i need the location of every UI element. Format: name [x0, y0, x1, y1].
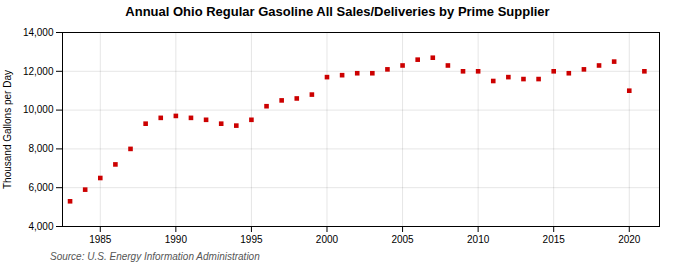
svg-text:1990: 1990 — [165, 234, 188, 245]
svg-text:10,000: 10,000 — [23, 104, 54, 115]
svg-text:2015: 2015 — [543, 234, 566, 245]
svg-text:4,000: 4,000 — [28, 221, 53, 232]
svg-text:14,000: 14,000 — [23, 27, 54, 38]
svg-text:1985: 1985 — [89, 234, 112, 245]
svg-text:2005: 2005 — [391, 234, 414, 245]
svg-text:2000: 2000 — [316, 234, 339, 245]
svg-text:6,000: 6,000 — [28, 182, 53, 193]
html-text:Annual Ohio Regular Gasoline A: Annual Ohio Regular Gasoline All Sales/D… — [125, 4, 550, 19]
svg-text:1995: 1995 — [240, 234, 263, 245]
html-text:Source: U.S. Energy Informatio: Source: U.S. Energy Information Administ… — [50, 251, 260, 262]
svg-text:8,000: 8,000 — [28, 143, 53, 154]
svg-text:2010: 2010 — [467, 234, 490, 245]
svg-text:Thousand Gallons per Day: Thousand Gallons per Day — [2, 70, 13, 189]
svg-text:2020: 2020 — [618, 234, 641, 245]
svg-text:12,000: 12,000 — [23, 66, 54, 77]
